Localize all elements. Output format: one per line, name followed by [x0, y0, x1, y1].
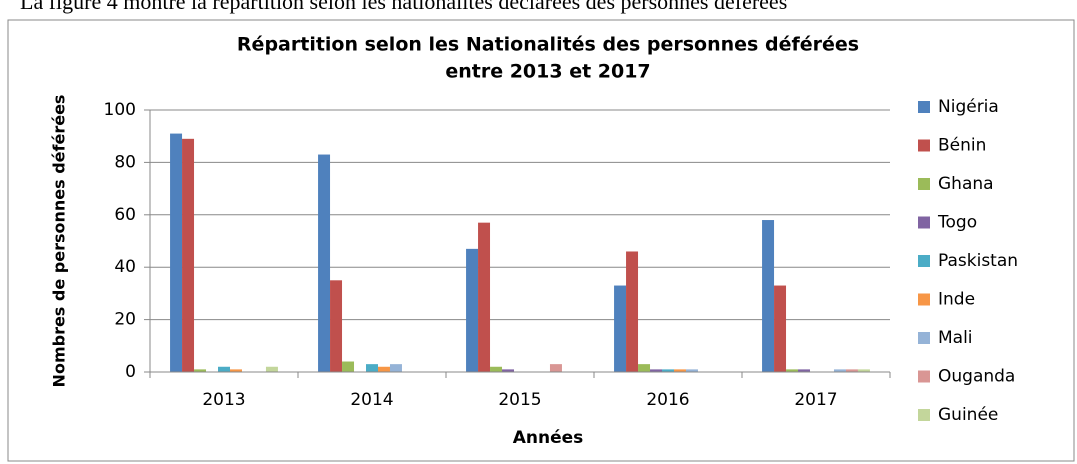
bar: [798, 369, 811, 372]
x-tick-label: 2015: [498, 390, 541, 410]
bar: [478, 222, 491, 372]
bar: [662, 369, 674, 372]
x-tick-label: 2017: [794, 390, 837, 410]
bar: [786, 369, 799, 372]
bar: [490, 366, 503, 372]
bar: [650, 369, 663, 372]
bar: [318, 154, 331, 372]
legend-swatch: [918, 178, 930, 190]
bar: [857, 369, 870, 372]
chart-title: Répartition selon les Nationalités des p…: [237, 34, 859, 56]
bar: [549, 364, 562, 372]
bar: [342, 361, 355, 372]
legend-swatch: [918, 293, 930, 306]
bar: [182, 138, 195, 372]
bar: [774, 285, 787, 372]
bar: [762, 220, 775, 372]
legend-label: Paskistan: [938, 251, 1018, 271]
legend-swatch: [918, 409, 930, 421]
bar: [229, 369, 242, 372]
y-tick-label: 60: [114, 205, 136, 225]
legend-label: Ouganda: [938, 367, 1015, 387]
legend-swatch: [918, 255, 930, 267]
legend-label: Mali: [938, 328, 973, 348]
bar: [377, 366, 390, 372]
legend-label: Ghana: [938, 174, 994, 194]
bar: [170, 133, 183, 372]
legend-swatch: [918, 332, 930, 344]
bar: [366, 364, 378, 372]
legend-swatch: [918, 370, 930, 383]
y-tick-label: 100: [104, 100, 136, 120]
legend-label: Bénin: [938, 136, 986, 156]
bar: [265, 366, 278, 372]
legend-label: Togo: [937, 213, 977, 233]
x-axis-label: Années: [513, 428, 584, 448]
bar: [389, 364, 402, 372]
legend-label: Guinée: [938, 405, 998, 425]
page-text: La figure 4 montre la répartition selon …: [20, 0, 787, 14]
legend-swatch: [918, 101, 930, 113]
x-tick-label: 2016: [646, 390, 689, 410]
bar: [638, 364, 651, 372]
bar: [614, 285, 627, 372]
bar: [330, 280, 343, 372]
bar: [466, 248, 479, 372]
bar: [833, 369, 846, 372]
bar: [845, 369, 858, 372]
y-tick-label: 40: [114, 257, 136, 277]
y-tick-label: 80: [114, 152, 136, 172]
bar: [626, 251, 639, 372]
legend-swatch: [918, 216, 930, 229]
bar: [685, 369, 698, 372]
x-tick-label: 2013: [202, 390, 245, 410]
y-tick-label: 20: [114, 310, 136, 330]
x-tick-label: 2014: [350, 390, 393, 410]
chart-title: entre 2013 et 2017: [445, 61, 650, 83]
legend-label: Nigéria: [938, 97, 999, 117]
legend-swatch: [918, 139, 930, 152]
bar: [502, 369, 515, 372]
bar: [218, 366, 230, 372]
y-tick-label: 0: [125, 362, 136, 382]
y-axis-label: Nombres de personnes déférées: [50, 95, 69, 388]
legend-label: Inde: [938, 290, 975, 310]
bar: [673, 369, 686, 372]
bar: [194, 369, 207, 372]
